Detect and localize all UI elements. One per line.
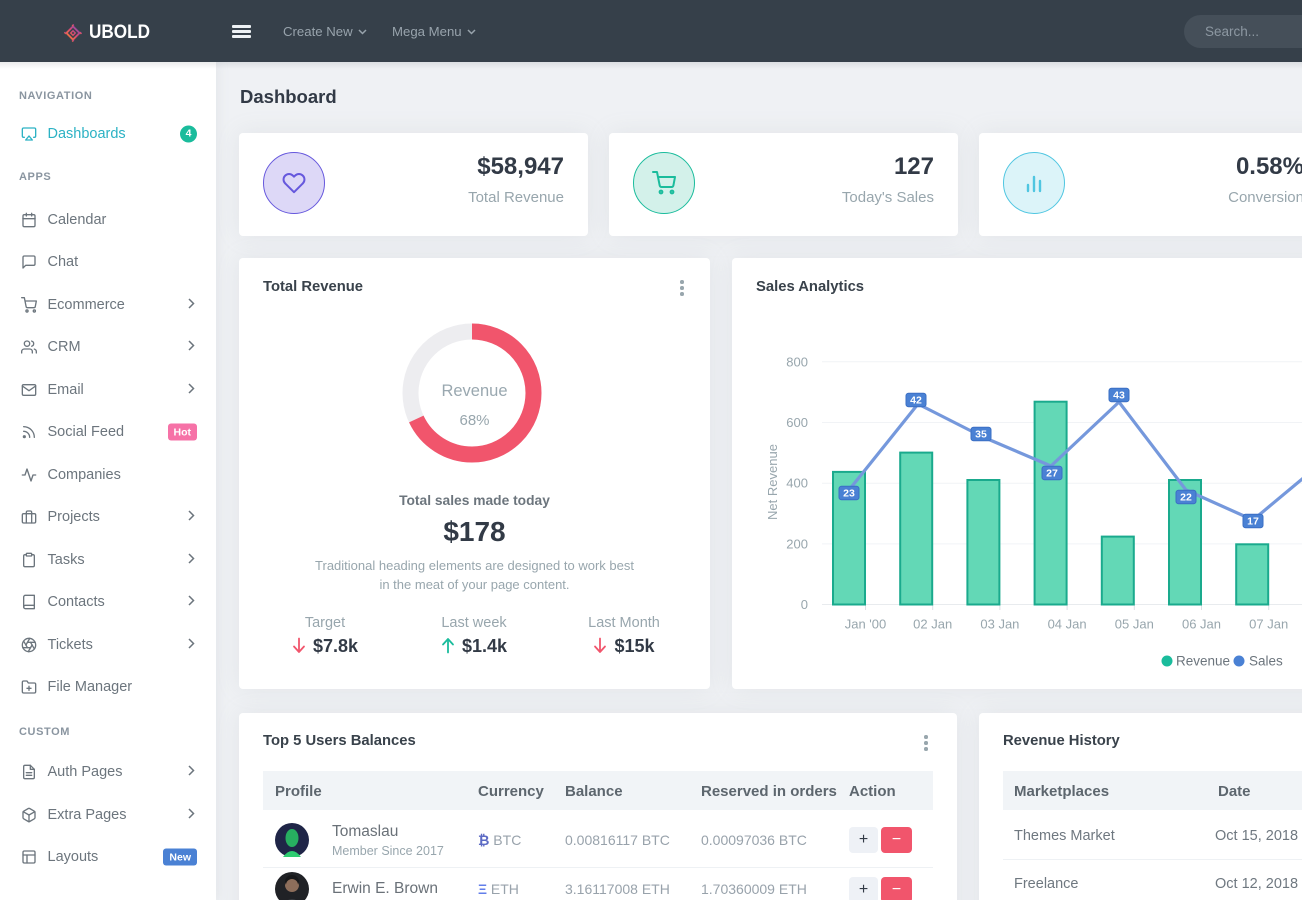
svg-text:23: 23 (843, 488, 855, 500)
svg-text:35: 35 (975, 429, 987, 441)
svg-text:400: 400 (786, 476, 808, 491)
svg-text:Revenue: Revenue (1176, 654, 1230, 669)
svg-text:43: 43 (1113, 390, 1125, 402)
svg-text:200: 200 (786, 536, 808, 551)
svg-text:04 Jan: 04 Jan (1048, 617, 1087, 632)
svg-text:05 Jan: 05 Jan (1115, 617, 1154, 632)
svg-text:06 Jan: 06 Jan (1182, 617, 1221, 632)
svg-text:07 Jan: 07 Jan (1249, 617, 1288, 632)
svg-text:Jan '00: Jan '00 (845, 617, 887, 632)
svg-text:27: 27 (1046, 468, 1058, 480)
svg-text:Sales: Sales (1249, 654, 1283, 669)
svg-text:02 Jan: 02 Jan (913, 617, 952, 632)
svg-text:600: 600 (786, 415, 808, 430)
svg-text:Net Revenue: Net Revenue (765, 444, 780, 520)
svg-text:800: 800 (786, 354, 808, 369)
svg-text:22: 22 (1180, 492, 1192, 504)
svg-text:17: 17 (1247, 516, 1259, 528)
svg-text:03 Jan: 03 Jan (980, 617, 1019, 632)
svg-text:42: 42 (910, 395, 922, 407)
svg-text:0: 0 (801, 597, 808, 612)
